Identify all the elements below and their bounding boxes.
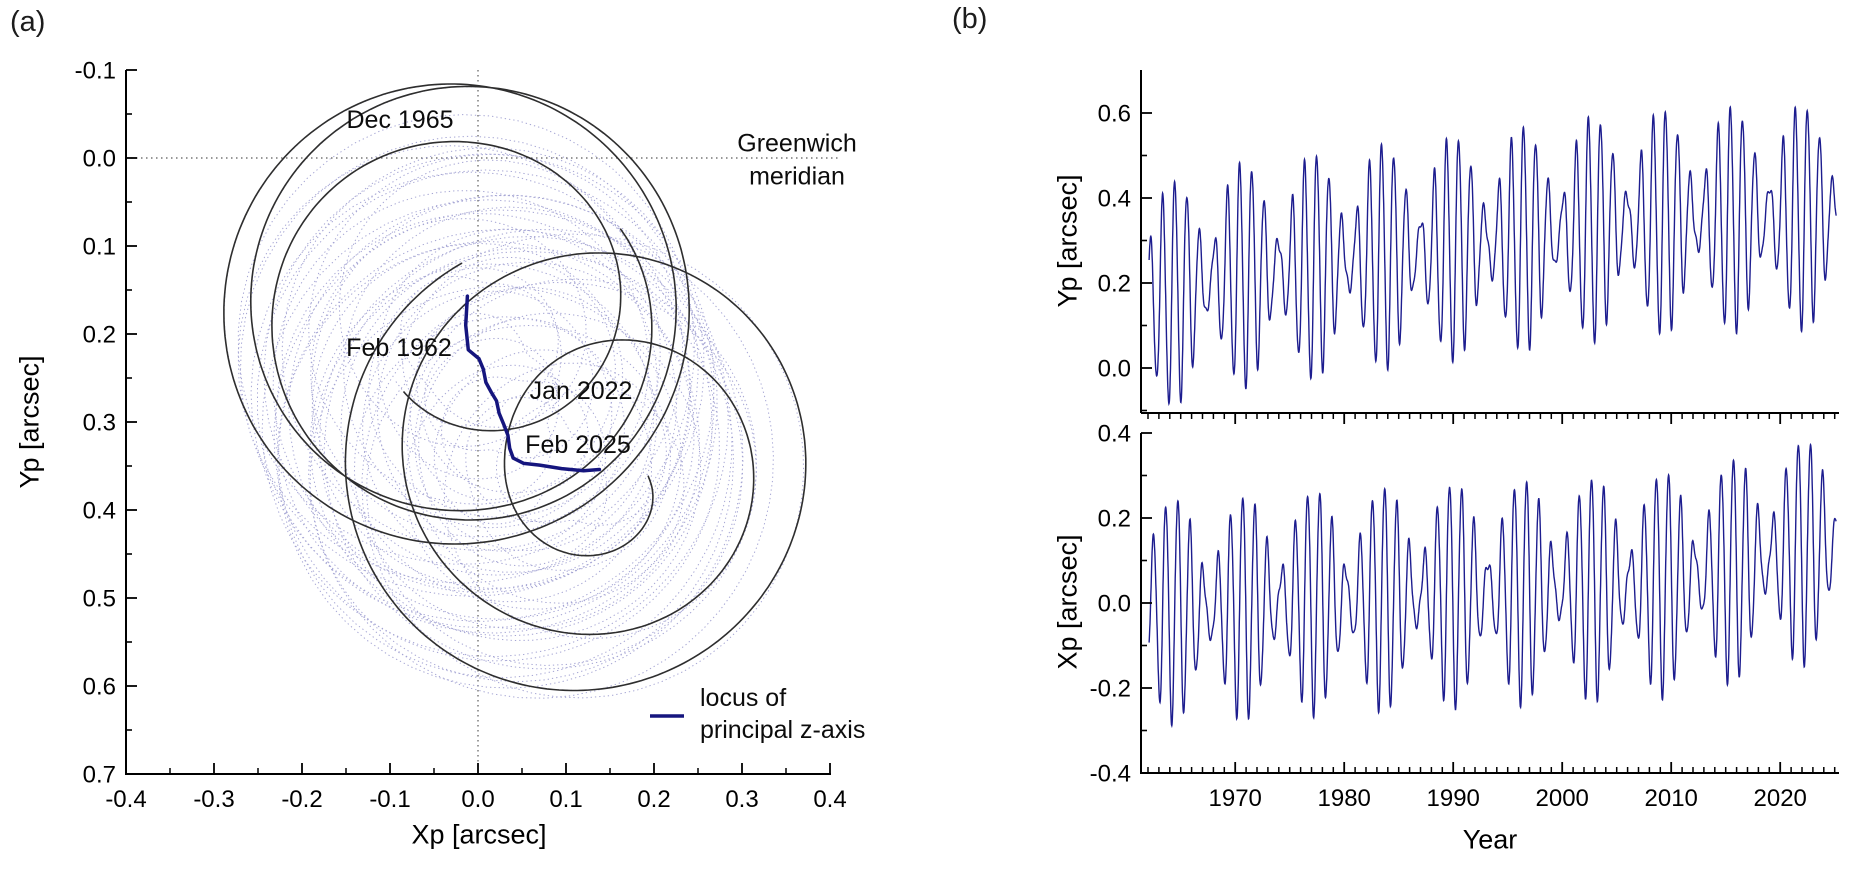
panel-a-y-axis-title: Yp [arcsec] — [14, 355, 45, 489]
yp-series — [1148, 105, 1837, 407]
svg-text:0.5: 0.5 — [83, 586, 116, 613]
svg-text:0.0: 0.0 — [83, 146, 116, 173]
svg-text:0.4: 0.4 — [83, 498, 116, 525]
svg-text:-0.1: -0.1 — [369, 786, 410, 813]
svg-text:0.6: 0.6 — [1098, 101, 1131, 128]
svg-text:0.0: 0.0 — [1098, 591, 1131, 618]
svg-text:0.2: 0.2 — [1098, 271, 1131, 298]
svg-text:1970: 1970 — [1209, 785, 1262, 812]
svg-text:-0.3: -0.3 — [193, 786, 234, 813]
panel-a-curves — [223, 83, 807, 699]
panel-b-x-axis-title: Year — [1462, 824, 1518, 855]
panel-b: 0.0 0.2 0.4 0.6 -0.4 -0.2 0.0 0.2 0.4 1970 1980 199… — [1090, 70, 1839, 812]
svg-text:0.2: 0.2 — [637, 786, 670, 813]
pole-path-solid — [344, 252, 807, 692]
mean-pole-locus — [463, 294, 602, 473]
svg-text:-0.4: -0.4 — [105, 786, 146, 813]
svg-text:0.2: 0.2 — [1098, 506, 1131, 533]
xp-series — [1148, 442, 1837, 729]
panel-a-letter: (a) — [10, 6, 46, 38]
svg-text:0.0: 0.0 — [1098, 356, 1131, 383]
svg-text:1980: 1980 — [1318, 785, 1371, 812]
panel-b-letter: (b) — [952, 3, 988, 35]
svg-text:0.6: 0.6 — [83, 674, 116, 701]
svg-text:-0.2: -0.2 — [281, 786, 322, 813]
annotation-feb-2025: Feb 2025 — [525, 430, 631, 459]
svg-text:0.3: 0.3 — [725, 786, 758, 813]
svg-text:2000: 2000 — [1536, 785, 1589, 812]
pole-path-dotted — [223, 83, 807, 699]
svg-text:2010: 2010 — [1645, 785, 1698, 812]
pole-path-solid — [223, 83, 691, 545]
svg-text:0.4: 0.4 — [1098, 421, 1131, 448]
annotation-jan-2022: Jan 2022 — [529, 376, 633, 405]
annotation-feb-1962: Feb 1962 — [346, 333, 452, 362]
svg-text:2020: 2020 — [1754, 785, 1807, 812]
svg-text:0.1: 0.1 — [549, 786, 582, 813]
svg-text:0.4: 0.4 — [1098, 186, 1131, 213]
svg-text:0.3: 0.3 — [83, 410, 116, 437]
panel-a-x-axis-title: Xp [arcsec] — [411, 819, 547, 850]
svg-text:-0.2: -0.2 — [1090, 676, 1131, 703]
svg-text:-0.1: -0.1 — [75, 58, 116, 85]
svg-text:0.4: 0.4 — [813, 786, 846, 813]
svg-text:1990: 1990 — [1427, 785, 1480, 812]
legend-locus-label: locus of principal z-axis — [700, 684, 866, 744]
panel-b-top-y-axis-title: Yp [arcsec] — [1052, 174, 1083, 308]
svg-text:0.7: 0.7 — [83, 762, 116, 789]
annotation-dec-1965: Dec 1965 — [346, 105, 454, 134]
panel-a: -0.1 0.0 0.1 0.2 0.3 0.4 0.5 0.6 0.7-0.4 -0.3 -0.2… — [75, 58, 847, 814]
svg-text:-0.4: -0.4 — [1090, 761, 1131, 788]
svg-text:0.0: 0.0 — [461, 786, 494, 813]
annotation-greenwich-meridian: Greenwich meridian — [737, 129, 857, 191]
svg-text:0.1: 0.1 — [83, 234, 116, 261]
panel-b-bottom-y-axis-title: Xp [arcsec] — [1052, 534, 1083, 670]
svg-text:0.2: 0.2 — [83, 322, 116, 349]
